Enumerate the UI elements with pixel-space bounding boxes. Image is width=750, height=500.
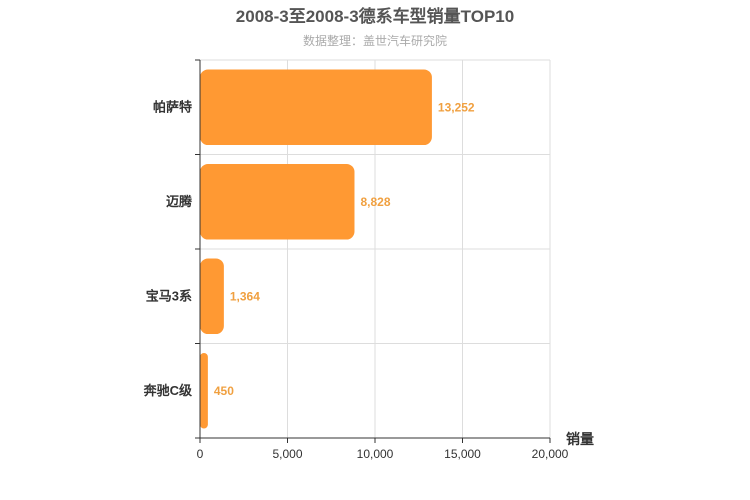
x-tick-label: 10,000	[357, 447, 394, 461]
value-label: 13,252	[438, 100, 475, 114]
x-tick-label: 20,000	[532, 447, 569, 461]
x-tick-label: 5,000	[272, 447, 302, 461]
bars: 13,252 8,828 1,364 450	[200, 69, 475, 429]
value-label: 1,364	[230, 289, 260, 303]
bar	[200, 258, 224, 335]
category-label: 宝马3系	[146, 288, 192, 303]
category-label: 奔驰C级	[143, 383, 193, 398]
chart-title: 2008-3至2008-3德系车型销量TOP10	[236, 6, 514, 26]
x-axis-name: 销量	[566, 431, 594, 447]
x-tick-label: 0	[197, 447, 204, 461]
category-label: 帕萨特	[153, 99, 192, 114]
bar	[200, 163, 355, 240]
chart-subtitle: 数据整理：盖世汽车研究院	[303, 33, 447, 48]
bar	[200, 352, 208, 429]
bar	[200, 69, 432, 146]
value-label: 8,828	[360, 195, 390, 209]
value-label: 450	[214, 384, 234, 398]
x-tick-label: 15,000	[444, 447, 481, 461]
category-label: 迈腾	[166, 194, 193, 209]
